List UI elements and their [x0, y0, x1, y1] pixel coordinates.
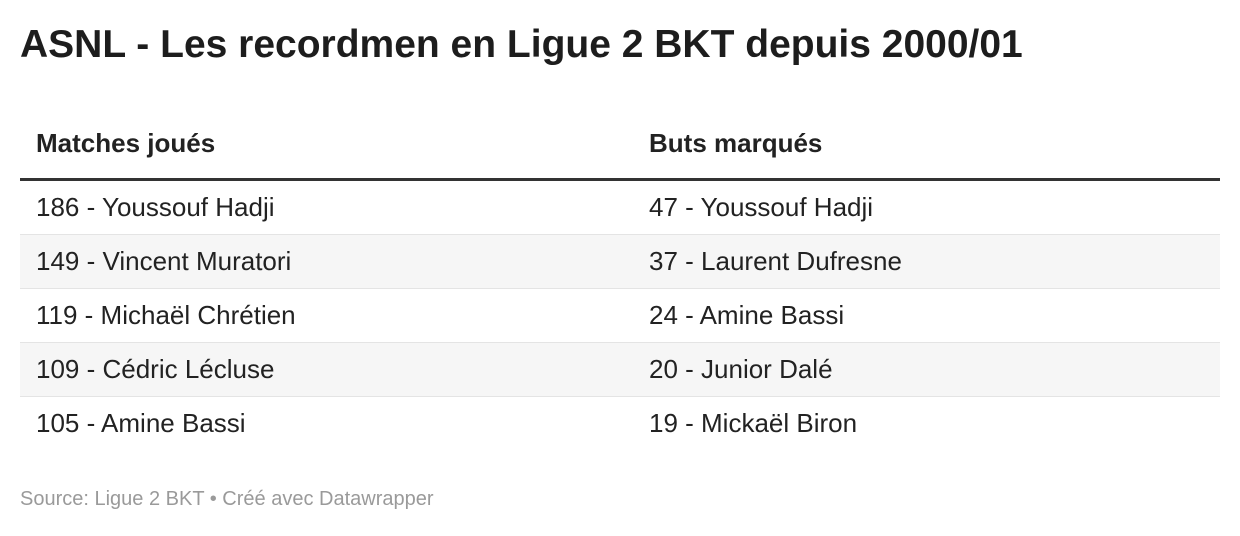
table-cell: 24 - Amine Bassi	[633, 288, 1220, 343]
table-cell: 37 - Laurent Dufresne	[633, 234, 1220, 289]
table-cell: 19 - Mickaël Biron	[649, 408, 858, 438]
table-cell: 109 - Cédric Lécluse	[20, 342, 633, 397]
table-cell: 149 - Vincent Muratori	[20, 234, 633, 289]
table-cell: 47 - Youssouf Hadji	[633, 179, 1220, 235]
table-row: 105 - Amine Bassi 19 - Mickaël Biron	[20, 397, 1220, 451]
table-row: 149 - Vincent Muratori 37 - Laurent Dufre…	[20, 234, 1220, 289]
title: ASNL - Les recordmen en Ligue 2 BKT depu…	[20, 23, 1023, 66]
column-header: Matches joués	[20, 108, 633, 181]
table-row: 186 - Youssouf Hadji 47 - Youssouf Hadji	[20, 179, 1220, 235]
footer-source: Source: Ligue 2 BKT • Créé avec Datawrap…	[20, 488, 434, 510]
table-body: 186 - Youssouf Hadji 47 - Youssouf Hadji 1…	[20, 179, 1220, 451]
table-cell: 20 - Junior Dalé	[633, 342, 1220, 397]
table-row: 109 - Cédric Lécluse 20 - Junior Dalé	[20, 342, 1220, 397]
table-cell: 105 - Amine Bassi	[36, 408, 246, 438]
table-row: 119 - Michaël Chrétien 24 - Amine Bassi	[20, 288, 1220, 343]
table-cell: 119 - Michaël Chrétien	[20, 288, 633, 343]
header-row: Matches joués Buts marqués	[20, 108, 1220, 181]
column-header: Buts marqués	[633, 108, 1220, 181]
table-cell: 186 - Youssouf Hadji	[20, 179, 633, 235]
records-table: Matches joués Buts marqués 186 - Youssouf…	[20, 108, 1220, 450]
